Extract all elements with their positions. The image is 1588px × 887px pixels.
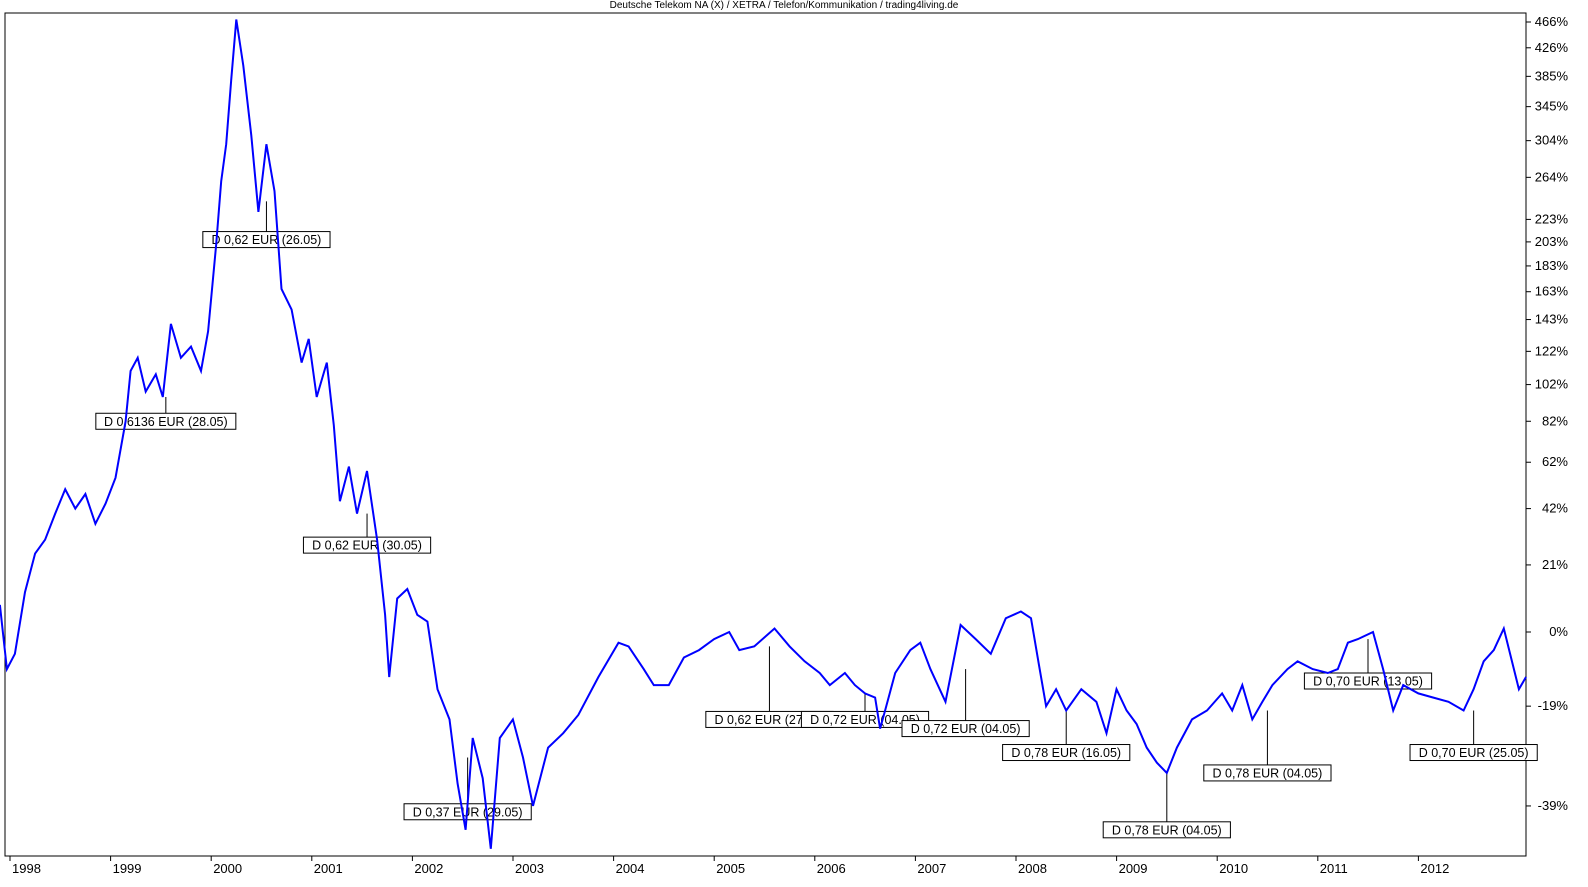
dividend-annotation: D 0,70 EUR (13.05) <box>1303 639 1433 690</box>
y-axis: 466% 426% 385% 345% 304% 264% 223% 203% 183% 163%… <box>1526 14 1568 813</box>
y-tick-label: 466% <box>1535 14 1568 29</box>
x-tick-label: 1999 <box>113 861 142 876</box>
dividend-box <box>1002 744 1131 762</box>
y-tick-label: 203% <box>1535 234 1568 249</box>
dividend-box <box>302 536 432 554</box>
dividend-box <box>95 412 237 430</box>
y-tick-label: 122% <box>1535 343 1568 358</box>
dividend-label: D 0,78 EUR (04.05) <box>1213 766 1323 780</box>
chart-title: Deutsche Telekom NA (X) / XETRA / Telefo… <box>609 0 959 11</box>
y-tick-label: 21% <box>1542 557 1568 572</box>
x-axis: 1998 1999 2000 2001 2002 2003 2004 2005 2006 2007… <box>9 856 1449 876</box>
y-tick-label: 385% <box>1535 68 1568 83</box>
y-tick-label: 62% <box>1542 454 1568 469</box>
y-tick-label: 82% <box>1542 413 1568 428</box>
dividend-label: D 0,78 EUR (16.05) <box>1011 746 1121 760</box>
x-tick-label: 2000 <box>213 861 242 876</box>
dividend-box <box>1102 821 1231 839</box>
dividend-annotation: D 0,72 EUR (04.05) <box>901 669 1030 738</box>
y-tick-label: 183% <box>1535 258 1568 273</box>
plot-frame <box>4 12 1527 857</box>
y-tick-label: 223% <box>1535 211 1568 226</box>
dividend-label: D 0,62 EUR (26.05) <box>212 233 322 247</box>
dividend-label: D 0,72 EUR (04.05) <box>911 722 1021 736</box>
y-tick-label: 345% <box>1535 99 1568 114</box>
dividend-label: D 0,78 EUR (04.05) <box>1112 823 1222 837</box>
dividend-box <box>1303 672 1433 690</box>
dividend-label: D 0,6136 EUR (28.05) <box>104 415 228 429</box>
y-tick-label: 143% <box>1535 312 1568 327</box>
dividend-label: D 0,70 EUR (13.05) <box>1313 675 1423 689</box>
x-tick-label: 2009 <box>1119 861 1148 876</box>
price-line <box>0 19 1527 849</box>
dividend-annotation: D 0,78 EUR (04.05) <box>1102 772 1231 839</box>
dividend-box <box>1409 744 1538 762</box>
dividend-label: D 0,62 EUR (30.05) <box>312 539 422 553</box>
x-tick-label: 2012 <box>1420 861 1449 876</box>
x-tick-label: 2010 <box>1219 861 1248 876</box>
y-tick-label: 304% <box>1535 133 1568 148</box>
y-tick-label: -19% <box>1538 698 1568 713</box>
dividend-annotation: D 0,62 EUR (30.05) <box>302 513 432 554</box>
x-tick-label: 2008 <box>1018 861 1047 876</box>
dividend-annotation: D 0,62 EUR (26.05) <box>202 201 331 249</box>
dividend-annotations: D 0,6136 EUR (28.05) D 0,62 EUR (26.05) D … <box>95 201 1538 839</box>
dividend-box <box>1203 764 1332 782</box>
x-tick-label: 2003 <box>515 861 544 876</box>
y-tick-label: 426% <box>1535 40 1568 55</box>
dividend-annotation: D 0,72 EUR (04.05) <box>800 693 930 728</box>
x-tick-label: 2007 <box>917 861 946 876</box>
dividend-box <box>202 231 331 249</box>
dividend-label: D 0,70 EUR (25.05) <box>1419 746 1529 760</box>
dividend-annotation: D 0,6136 EUR (28.05) <box>95 396 237 430</box>
dividend-box <box>800 710 930 728</box>
y-tick-label: 102% <box>1535 377 1568 392</box>
x-tick-label: 2005 <box>716 861 745 876</box>
x-tick-label: 2011 <box>1320 861 1348 876</box>
dividend-label: D 0,72 EUR (04.05) <box>810 713 920 727</box>
dividend-box <box>901 720 1030 738</box>
x-tick-label: 2004 <box>616 861 645 876</box>
y-tick-label: 264% <box>1535 169 1568 184</box>
x-tick-label: 2002 <box>414 861 443 876</box>
x-tick-label: 2001 <box>314 861 343 876</box>
y-tick-label: 42% <box>1542 501 1568 516</box>
x-tick-label: 1998 <box>12 861 41 876</box>
dividend-annotation: D 0,78 EUR (04.05) <box>1203 710 1332 782</box>
dividend-annotation: D 0,78 EUR (16.05) <box>1002 710 1131 762</box>
y-tick-label: -39% <box>1538 798 1568 813</box>
dividend-label: D 0,62 EUR (27.05) <box>715 713 825 727</box>
y-tick-label: 163% <box>1535 284 1568 299</box>
x-tick-label: 2006 <box>817 861 846 876</box>
y-tick-label: 0% <box>1549 624 1568 639</box>
dividend-annotation: D 0,70 EUR (25.05) <box>1409 710 1538 762</box>
